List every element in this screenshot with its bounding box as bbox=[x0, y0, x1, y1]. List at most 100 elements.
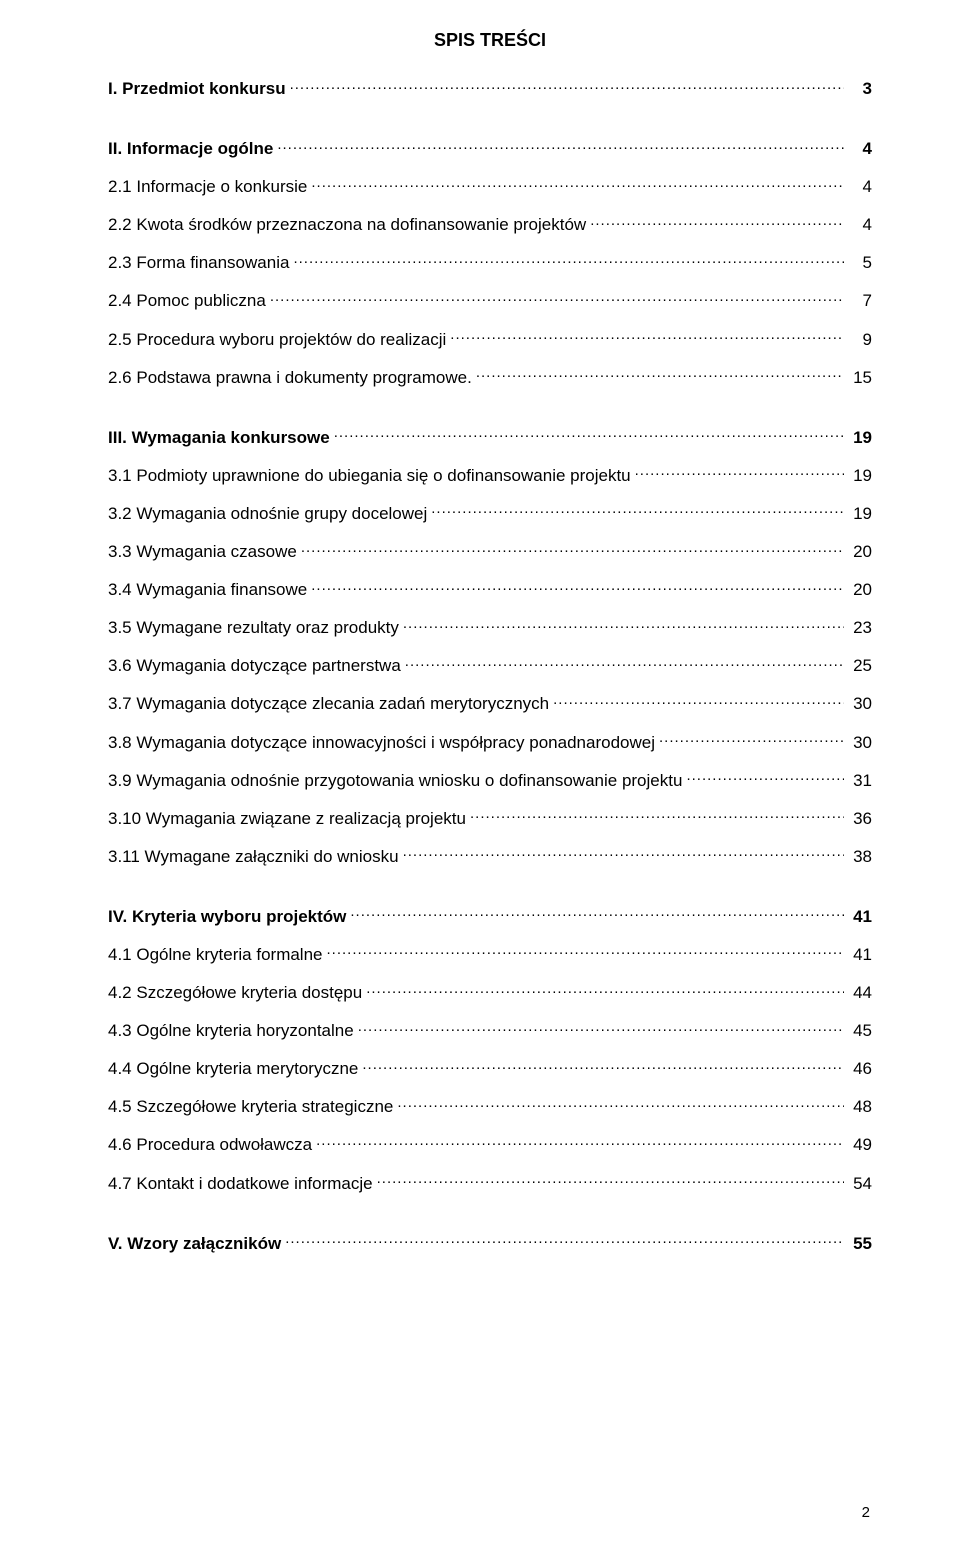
toc-entry: I. Przedmiot konkursu 3 bbox=[108, 77, 872, 100]
toc-entry: 3.9 Wymagania odnośnie przygotowania wni… bbox=[108, 769, 872, 792]
toc-entry-label: 2.6 Podstawa prawna i dokumenty programo… bbox=[108, 367, 472, 389]
toc-leader bbox=[293, 251, 844, 268]
toc-entry: IV. Kryteria wyboru projektów 41 bbox=[108, 905, 872, 928]
toc-entry-page: 4 bbox=[848, 138, 872, 160]
toc-entry: 2.5 Procedura wyboru projektów do realiz… bbox=[108, 328, 872, 351]
toc-leader bbox=[686, 769, 844, 786]
toc-entry: 4.2 Szczegółowe kryteria dostępu 44 bbox=[108, 981, 872, 1004]
toc-entry: III. Wymagania konkursowe19 bbox=[108, 426, 872, 449]
toc-entry-label: 2.1 Informacje o konkursie bbox=[108, 176, 307, 198]
toc-leader bbox=[366, 981, 844, 998]
toc-entry: 3.1 Podmioty uprawnione do ubiegania się… bbox=[108, 464, 872, 487]
toc-entry-label: 4.4 Ogólne kryteria merytoryczne bbox=[108, 1058, 358, 1080]
toc-entry-label: 4.1 Ogólne kryteria formalne bbox=[108, 944, 323, 966]
toc-leader bbox=[277, 137, 844, 154]
toc-entry-page: 30 bbox=[848, 732, 872, 754]
toc-leader bbox=[334, 426, 844, 443]
toc-leader bbox=[290, 77, 844, 94]
toc-entry-page: 3 bbox=[848, 78, 872, 100]
section-gap bbox=[108, 115, 872, 137]
toc-leader bbox=[635, 464, 844, 481]
toc-entry: 3.2 Wymagania odnośnie grupy docelowej 19 bbox=[108, 502, 872, 525]
toc-entry-page: 30 bbox=[848, 693, 872, 715]
toc-entry-page: 19 bbox=[848, 465, 872, 487]
toc-entry-page: 54 bbox=[848, 1173, 872, 1195]
toc-leader bbox=[431, 502, 844, 519]
section-gap bbox=[108, 404, 872, 426]
toc-leader bbox=[316, 1133, 844, 1150]
toc-entry-label: 3.11 Wymagane załączniki do wniosku bbox=[108, 846, 399, 868]
toc-entry: 3.6 Wymagania dotyczące partnerstwa25 bbox=[108, 654, 872, 677]
toc-leader bbox=[327, 943, 845, 960]
toc-entry-page: 19 bbox=[848, 503, 872, 525]
toc-leader bbox=[350, 905, 844, 922]
page-number-footer: 2 bbox=[862, 1504, 870, 1521]
toc-leader bbox=[301, 540, 844, 557]
toc-entry: 4.5 Szczegółowe kryteria strategiczne 48 bbox=[108, 1095, 872, 1118]
toc-entry: V. Wzory załączników 55 bbox=[108, 1232, 872, 1255]
toc-entry-page: 20 bbox=[848, 541, 872, 563]
toc-leader bbox=[450, 328, 844, 345]
toc-entry-label: 4.6 Procedura odwoławcza bbox=[108, 1134, 312, 1156]
toc-entry-label: 3.10 Wymagania związane z realizacją pro… bbox=[108, 808, 466, 830]
toc-entry-label: I. Przedmiot konkursu bbox=[108, 78, 286, 100]
toc-entry-label: IV. Kryteria wyboru projektów bbox=[108, 906, 346, 928]
toc-entry-label: 2.2 Kwota środków przeznaczona na dofina… bbox=[108, 214, 586, 236]
toc-entry-page: 38 bbox=[848, 846, 872, 868]
toc-leader bbox=[358, 1019, 844, 1036]
toc-leader bbox=[397, 1095, 844, 1112]
toc-entry-page: 46 bbox=[848, 1058, 872, 1080]
toc-entry-page: 7 bbox=[848, 290, 872, 312]
toc-entry-label: 3.1 Podmioty uprawnione do ubiegania się… bbox=[108, 465, 631, 487]
toc-entry-page: 15 bbox=[848, 367, 872, 389]
toc-entry: 4.1 Ogólne kryteria formalne 41 bbox=[108, 943, 872, 966]
toc-entry-page: 36 bbox=[848, 808, 872, 830]
toc-list: I. Przedmiot konkursu 3 II. Informacje ogó… bbox=[108, 77, 872, 1255]
toc-entry-page: 45 bbox=[848, 1020, 872, 1042]
toc-entry-label: V. Wzory załączników bbox=[108, 1233, 281, 1255]
toc-entry: 2.1 Informacje o konkursie 4 bbox=[108, 175, 872, 198]
document-page: SPIS TREŚCI I. Przedmiot konkursu3II. In… bbox=[0, 0, 960, 1543]
toc-leader bbox=[285, 1232, 844, 1249]
toc-entry-label: 4.7 Kontakt i dodatkowe informacje bbox=[108, 1173, 373, 1195]
toc-entry-page: 41 bbox=[848, 944, 872, 966]
toc-entry: 2.4 Pomoc publiczna 7 bbox=[108, 289, 872, 312]
section-gap bbox=[108, 883, 872, 905]
toc-entry-label: 2.3 Forma finansowania bbox=[108, 252, 289, 274]
toc-entry-label: 3.2 Wymagania odnośnie grupy docelowej bbox=[108, 503, 427, 525]
toc-entry-page: 44 bbox=[848, 982, 872, 1004]
toc-leader bbox=[377, 1172, 844, 1189]
toc-leader bbox=[403, 845, 844, 862]
toc-entry-page: 4 bbox=[848, 214, 872, 236]
toc-entry-page: 19 bbox=[848, 427, 872, 449]
toc-entry-page: 48 bbox=[848, 1096, 872, 1118]
toc-entry: 3.10 Wymagania związane z realizacją pro… bbox=[108, 807, 872, 830]
toc-entry: 3.8 Wymagania dotyczące innowacyjności i… bbox=[108, 731, 872, 754]
toc-entry-page: 41 bbox=[848, 906, 872, 928]
toc-entry-page: 9 bbox=[848, 329, 872, 351]
toc-entry-label: 3.4 Wymagania finansowe bbox=[108, 579, 307, 601]
toc-entry: 3.5 Wymagane rezultaty oraz produkty23 bbox=[108, 616, 872, 639]
toc-entry-page: 31 bbox=[848, 770, 872, 792]
toc-entry-label: 2.4 Pomoc publiczna bbox=[108, 290, 266, 312]
toc-entry: 4.4 Ogólne kryteria merytoryczne 46 bbox=[108, 1057, 872, 1080]
toc-entry: 3.7 Wymagania dotyczące zlecania zadań m… bbox=[108, 692, 872, 715]
toc-entry-page: 4 bbox=[848, 176, 872, 198]
section-gap bbox=[108, 1210, 872, 1232]
toc-entry-label: 4.2 Szczegółowe kryteria dostępu bbox=[108, 982, 362, 1004]
toc-entry-page: 55 bbox=[848, 1233, 872, 1255]
toc-entry-page: 20 bbox=[848, 579, 872, 601]
toc-entry-page: 49 bbox=[848, 1134, 872, 1156]
toc-leader bbox=[590, 213, 844, 230]
toc-entry-label: 3.7 Wymagania dotyczące zlecania zadań m… bbox=[108, 693, 549, 715]
toc-entry-label: II. Informacje ogólne bbox=[108, 138, 273, 160]
toc-entry: 3.3 Wymagania czasowe 20 bbox=[108, 540, 872, 563]
toc-entry: 4.7 Kontakt i dodatkowe informacje 54 bbox=[108, 1172, 872, 1195]
toc-leader bbox=[659, 731, 844, 748]
toc-entry-label: 3.3 Wymagania czasowe bbox=[108, 541, 297, 563]
toc-leader bbox=[476, 366, 844, 383]
toc-entry-label: 3.6 Wymagania dotyczące partnerstwa bbox=[108, 655, 401, 677]
toc-entry: 3.11 Wymagane załączniki do wniosku 38 bbox=[108, 845, 872, 868]
toc-entry-label: 4.5 Szczegółowe kryteria strategiczne bbox=[108, 1096, 393, 1118]
toc-leader bbox=[553, 692, 844, 709]
